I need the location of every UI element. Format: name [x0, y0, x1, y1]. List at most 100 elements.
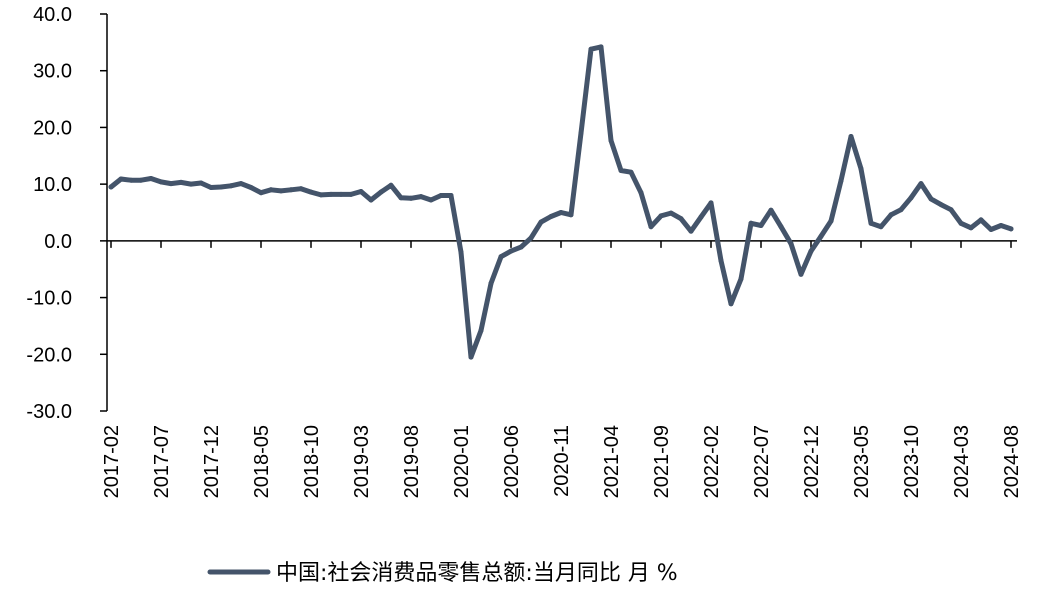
data-point	[878, 224, 884, 230]
data-point	[238, 181, 244, 187]
data-point	[888, 212, 894, 218]
data-point	[748, 220, 754, 226]
data-point	[198, 180, 204, 186]
series-line	[108, 44, 1014, 360]
y-tick-label: -30.0	[26, 401, 72, 423]
data-point	[598, 44, 604, 50]
data-point	[968, 225, 974, 231]
data-point	[848, 134, 854, 139]
data-point	[218, 184, 224, 190]
x-tick-label: 2023-05	[851, 425, 873, 498]
y-tick-label: -10.0	[26, 288, 72, 310]
data-point	[778, 224, 784, 230]
data-point	[138, 177, 144, 183]
data-point	[418, 194, 424, 200]
data-point	[568, 212, 574, 218]
y-axis: 40.0 30.0 20.0 10.0 0.0 -10.0 -20.0 -30.0	[26, 4, 108, 423]
x-tick-label: 2022-12	[801, 425, 823, 498]
data-point	[338, 191, 344, 197]
data-point	[448, 193, 454, 198]
x-tick-label: 2020-11	[551, 425, 573, 497]
data-point	[538, 219, 544, 225]
x-tick-label: 2023-10	[901, 425, 923, 498]
data-point	[898, 207, 904, 213]
data-point	[118, 176, 124, 182]
data-point	[908, 195, 914, 201]
x-tick-label: 2017-12	[201, 425, 223, 498]
data-point	[168, 181, 174, 187]
series-layer	[108, 44, 1014, 360]
x-tick-label: 2019-03	[351, 425, 373, 498]
data-point	[148, 176, 154, 181]
data-point	[308, 189, 314, 195]
data-point	[838, 178, 844, 184]
y-tick-label: 30.0	[33, 61, 72, 83]
x-tick-label: 2024-08	[1001, 425, 1023, 498]
data-point	[718, 258, 724, 264]
y-tick-label: -20.0	[26, 344, 72, 366]
x-tick-label: 2024-03	[951, 425, 973, 498]
data-point	[648, 224, 654, 230]
data-point	[248, 185, 254, 190]
data-point	[738, 276, 744, 282]
data-point	[588, 46, 594, 52]
data-point	[548, 214, 554, 219]
data-point	[688, 228, 694, 234]
data-point	[258, 190, 264, 196]
data-point	[178, 179, 184, 185]
data-point	[558, 210, 564, 215]
legend: 中国:社会消费品零售总额:当月同比 月 %	[207, 561, 678, 586]
data-point	[368, 197, 374, 203]
data-point	[618, 168, 624, 173]
data-point	[998, 223, 1004, 228]
x-tick-label: 2020-06	[501, 425, 523, 498]
data-point	[468, 354, 474, 360]
data-point	[788, 241, 794, 247]
data-point	[958, 220, 964, 226]
data-point	[988, 227, 994, 232]
data-point	[328, 191, 334, 197]
data-point	[818, 233, 824, 239]
data-point	[758, 223, 764, 228]
data-point	[158, 179, 164, 185]
data-point	[918, 181, 924, 187]
data-point	[398, 195, 404, 201]
data-point	[578, 130, 584, 136]
data-point	[208, 185, 214, 190]
data-point	[678, 216, 684, 222]
data-point	[388, 182, 394, 188]
data-point	[1008, 226, 1014, 232]
data-point	[798, 271, 804, 277]
data-point	[668, 210, 674, 216]
data-point	[768, 207, 774, 213]
data-point	[438, 193, 444, 198]
data-point	[408, 195, 414, 201]
data-point	[868, 220, 874, 226]
data-point	[458, 249, 464, 255]
data-point	[488, 280, 494, 286]
x-tick-label: 2019-08	[401, 425, 423, 498]
data-point	[108, 184, 114, 190]
x-tick-label: 2020-01	[451, 425, 473, 498]
data-point	[298, 186, 304, 192]
data-point	[228, 183, 234, 189]
data-point	[188, 181, 194, 187]
x-tick-label: 2018-10	[301, 425, 323, 498]
y-tick-label: 0.0	[44, 231, 72, 253]
data-point	[508, 248, 514, 254]
data-point	[628, 169, 634, 175]
data-point	[378, 189, 384, 195]
data-point	[708, 200, 714, 206]
data-point	[348, 191, 354, 197]
x-tick-label: 2022-07	[751, 425, 773, 498]
data-point	[318, 192, 324, 198]
data-point	[858, 166, 864, 172]
data-point	[608, 138, 614, 143]
data-point	[808, 248, 814, 254]
data-point	[828, 218, 834, 224]
data-point	[358, 189, 364, 194]
data-point	[128, 177, 134, 183]
data-point	[948, 207, 954, 213]
data-point	[928, 196, 934, 202]
